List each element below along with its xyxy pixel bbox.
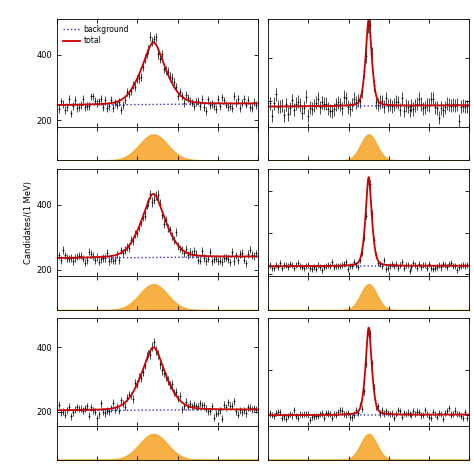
Y-axis label: Candidates/(1 MeV): Candidates/(1 MeV) <box>25 181 34 264</box>
Legend: background, total: background, total <box>61 23 131 48</box>
